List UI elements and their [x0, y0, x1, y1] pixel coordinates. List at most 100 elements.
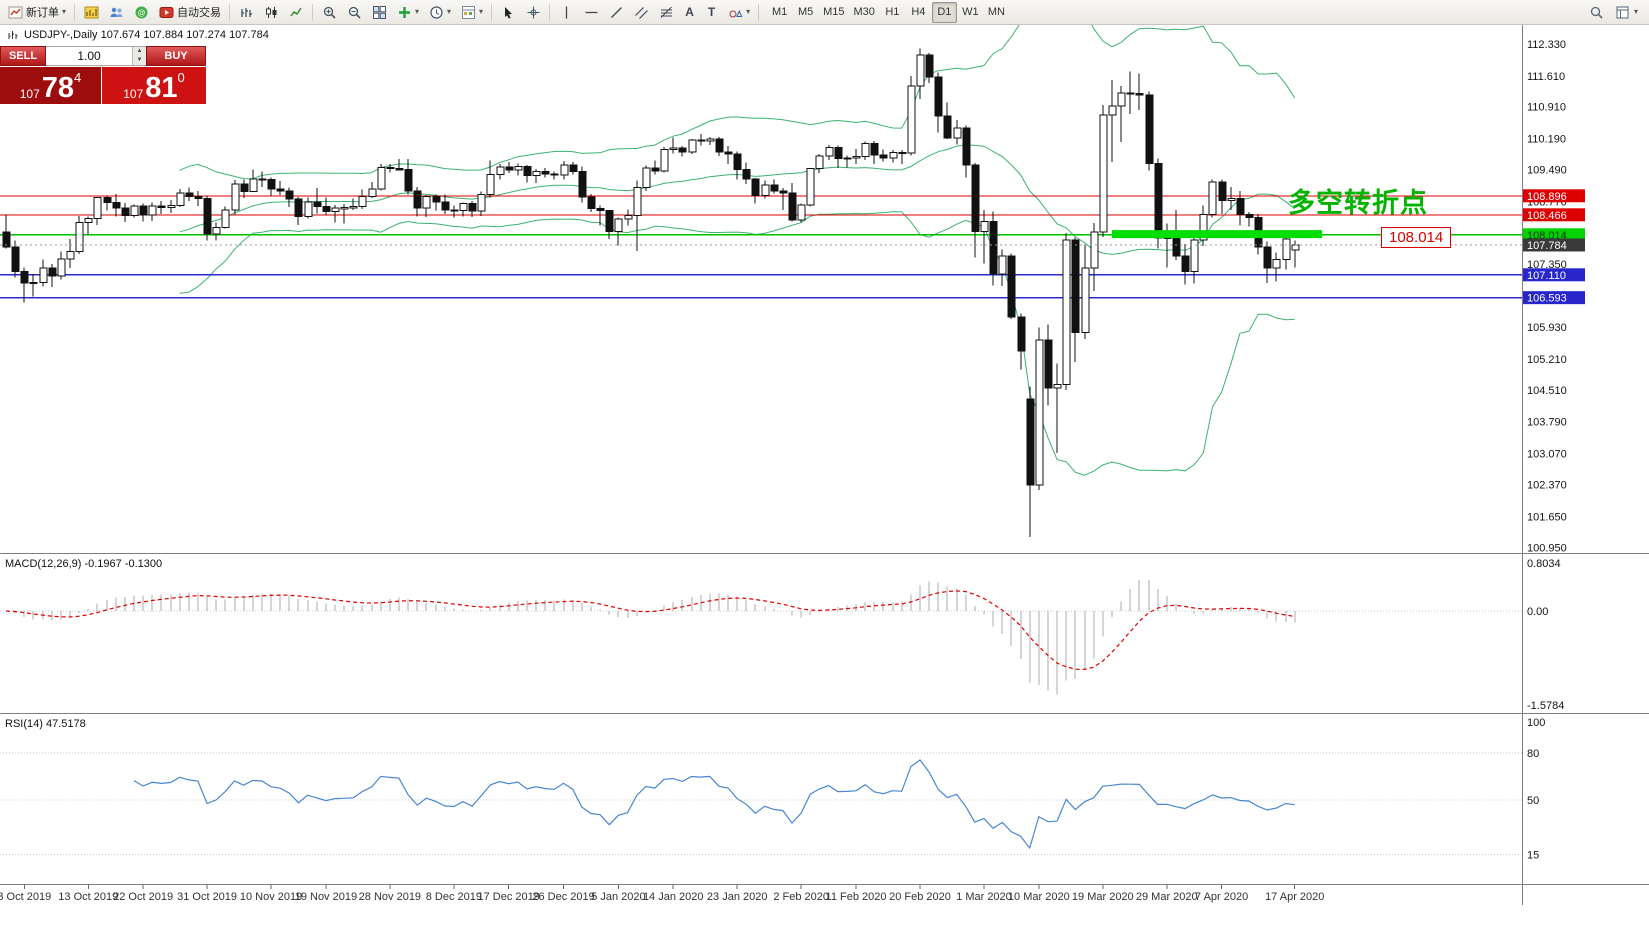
- chart-title: USDJPY-,Daily 107.674 107.884 107.274 10…: [7, 29, 269, 41]
- new-order-button[interactable]: 新订单 ▾: [3, 2, 70, 23]
- channel-button[interactable]: [629, 2, 653, 23]
- tile-windows-button[interactable]: [367, 2, 391, 23]
- crosshair-button[interactable]: [521, 2, 545, 23]
- search-icon: [1589, 4, 1605, 20]
- svg-text:80: 80: [1527, 748, 1539, 760]
- timeframe-M5[interactable]: M5: [797, 6, 814, 18]
- trendline-button[interactable]: [604, 2, 628, 23]
- volume-down-button[interactable]: ▼: [133, 56, 146, 65]
- svg-text:29 Mar 2020: 29 Mar 2020: [1136, 891, 1198, 903]
- svg-text:110.190: 110.190: [1527, 134, 1566, 146]
- zoom-in-icon: [321, 4, 337, 20]
- volume-value[interactable]: 1.00: [77, 49, 101, 63]
- profiles-button[interactable]: [104, 2, 128, 23]
- fibonacci-icon: [658, 4, 674, 20]
- timeframe-M1[interactable]: M1: [771, 6, 788, 18]
- horizontal-line-icon: [583, 4, 599, 20]
- candles-layer: [2, 48, 1300, 538]
- timeframe-M30[interactable]: M30: [853, 6, 875, 18]
- chart-symbol-icon: [7, 29, 19, 41]
- svg-text:13 Oct 2019: 13 Oct 2019: [58, 891, 118, 903]
- rsi-label: RSI(14) 47.5178: [5, 718, 86, 730]
- community-button[interactable]: @: [129, 2, 153, 23]
- timeframe-H1[interactable]: H1: [885, 6, 900, 18]
- panel-separators[interactable]: [0, 24, 1649, 905]
- profiles-icon: [108, 4, 124, 20]
- timeframe-W1[interactable]: W1: [962, 6, 979, 18]
- chart-title-text: USDJPY-,Daily 107.674 107.884 107.274 10…: [24, 29, 269, 41]
- buy-button[interactable]: BUY: [146, 46, 206, 66]
- sell-price[interactable]: 107 78 4: [0, 67, 101, 104]
- line-chart-button[interactable]: [284, 2, 308, 23]
- search-button[interactable]: [1585, 2, 1609, 23]
- caret-down-icon: ▾: [62, 7, 67, 16]
- zoom-out-button[interactable]: [342, 2, 366, 23]
- zoom-in-button[interactable]: [317, 2, 341, 23]
- auto-trading-button[interactable]: 自动交易: [154, 2, 225, 23]
- turning-point-annotation[interactable]: 多空转折点: [1288, 188, 1428, 218]
- periods-button[interactable]: ▾: [424, 2, 455, 23]
- bar-chart-button[interactable]: [234, 2, 258, 23]
- svg-text:23 Jan 2020: 23 Jan 2020: [707, 891, 768, 903]
- volume-input[interactable]: 1.00 ▲ ▼: [46, 46, 146, 66]
- timeframe-toolbar: M1 M5 M15 M30 H1 H4 D1 W1 MN: [767, 1, 1009, 23]
- trendline-icon: [608, 4, 624, 20]
- new-order-label: 新订单: [26, 7, 59, 19]
- new-chart-button[interactable]: [79, 2, 103, 23]
- label-button[interactable]: T: [701, 2, 722, 23]
- horizontal-line-button[interactable]: [579, 2, 603, 23]
- main-toolbar: 新订单 ▾ @ 自动交易 ▾ ▾ ▾ A T ▾ M1 M5: [0, 0, 1649, 25]
- toolbar-separator: [549, 3, 551, 21]
- trade-panel-price-row: 107 78 4 107 81 0: [0, 67, 206, 104]
- fibonacci-button[interactable]: [654, 2, 678, 23]
- svg-text:107.784: 107.784: [1527, 240, 1567, 252]
- timeframe-M15[interactable]: M15: [823, 6, 845, 18]
- text-button[interactable]: A: [679, 2, 700, 23]
- indicators-plus-icon: [396, 4, 412, 20]
- data-window-icon: [1615, 4, 1631, 20]
- svg-text:110.910: 110.910: [1527, 102, 1566, 114]
- svg-text:17 Apr 2020: 17 Apr 2020: [1265, 891, 1324, 903]
- templates-icon: [460, 4, 476, 20]
- buy-price[interactable]: 107 81 0: [102, 67, 206, 104]
- vertical-line-icon: [558, 4, 574, 20]
- sell-button[interactable]: SELL: [0, 46, 46, 66]
- shapes-icon: [727, 4, 743, 20]
- svg-text:5 Jan 2020: 5 Jan 2020: [591, 891, 645, 903]
- svg-text:8 Dec 2019: 8 Dec 2019: [426, 891, 482, 903]
- cursor-button[interactable]: [496, 2, 520, 23]
- horizontal-lines-layer[interactable]: [0, 195, 1522, 299]
- data-window-button[interactable]: ▾: [1611, 2, 1642, 23]
- caret-down-icon: ▾: [447, 7, 452, 16]
- indicators-button[interactable]: ▾: [392, 2, 423, 23]
- new-chart-icon: [83, 4, 99, 20]
- templates-button[interactable]: ▾: [456, 2, 487, 23]
- buy-label: BUY: [164, 50, 188, 62]
- volume-stepper: ▲ ▼: [132, 47, 146, 65]
- price-callout[interactable]: 108.014: [1381, 227, 1452, 248]
- svg-text:0.8034: 0.8034: [1527, 558, 1561, 570]
- candlestick-chart-button[interactable]: [259, 2, 283, 23]
- line-chart-icon: [288, 4, 304, 20]
- svg-text:26 Dec 2019: 26 Dec 2019: [532, 891, 594, 903]
- shapes-button[interactable]: ▾: [723, 2, 754, 23]
- toolbar-separator: [758, 3, 760, 21]
- timeframe-D1[interactable]: D1: [931, 1, 957, 23]
- volume-up-button[interactable]: ▲: [133, 47, 146, 56]
- label-icon: T: [707, 5, 716, 19]
- price-axis-badges: 108.896108.466108.014107.784107.110106.5…: [1523, 189, 1585, 305]
- caret-down-icon: ▾: [479, 7, 484, 16]
- buy-price-big: 81: [145, 72, 178, 104]
- svg-text:101.650: 101.650: [1527, 511, 1567, 523]
- timeframe-MN[interactable]: MN: [987, 6, 1005, 18]
- svg-text:105.210: 105.210: [1527, 354, 1567, 366]
- tile-windows-icon: [371, 4, 387, 20]
- vertical-line-button[interactable]: [554, 2, 578, 23]
- svg-text:19 Nov 2019: 19 Nov 2019: [295, 891, 357, 903]
- price-axis[interactable]: 112.330111.610110.910110.190109.490108.7…: [1527, 39, 1567, 554]
- svg-text:112.330: 112.330: [1527, 39, 1566, 51]
- timeframe-H4[interactable]: H4: [911, 6, 926, 18]
- svg-text:107.350: 107.350: [1527, 259, 1567, 271]
